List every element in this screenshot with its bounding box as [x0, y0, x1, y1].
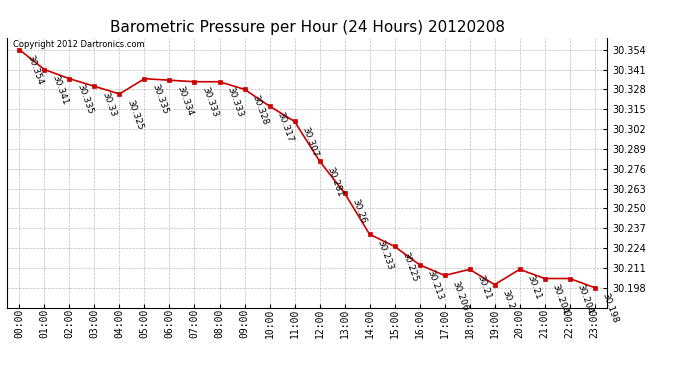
- Text: Copyright 2012 Dartronics.com: Copyright 2012 Dartronics.com: [13, 40, 144, 49]
- Text: 30.281: 30.281: [325, 165, 344, 198]
- Text: 30.204: 30.204: [550, 283, 569, 315]
- Text: 30.333: 30.333: [225, 86, 244, 119]
- Text: 30.204: 30.204: [575, 283, 594, 315]
- Text: 30.198: 30.198: [600, 292, 620, 325]
- Text: 30.325: 30.325: [125, 98, 144, 131]
- Text: 30.2: 30.2: [500, 289, 515, 310]
- Text: 30.21: 30.21: [475, 273, 493, 301]
- Text: 30.33: 30.33: [100, 90, 117, 118]
- Text: 30.206: 30.206: [450, 280, 469, 312]
- Text: 30.307: 30.307: [300, 126, 319, 158]
- Text: 30.328: 30.328: [250, 93, 269, 126]
- Text: 30.341: 30.341: [50, 74, 69, 106]
- Text: 30.335: 30.335: [150, 83, 169, 116]
- Text: 30.317: 30.317: [275, 110, 295, 143]
- Text: 30.334: 30.334: [175, 84, 195, 117]
- Text: 30.225: 30.225: [400, 251, 420, 283]
- Text: 30.233: 30.233: [375, 238, 395, 271]
- Text: 30.333: 30.333: [200, 86, 219, 119]
- Text: 30.26: 30.26: [350, 197, 367, 225]
- Text: 30.335: 30.335: [75, 83, 95, 116]
- Text: 30.213: 30.213: [425, 269, 444, 302]
- Text: 30.354: 30.354: [25, 54, 44, 87]
- Title: Barometric Pressure per Hour (24 Hours) 20120208: Barometric Pressure per Hour (24 Hours) …: [110, 20, 504, 35]
- Text: 30.21: 30.21: [525, 273, 542, 301]
